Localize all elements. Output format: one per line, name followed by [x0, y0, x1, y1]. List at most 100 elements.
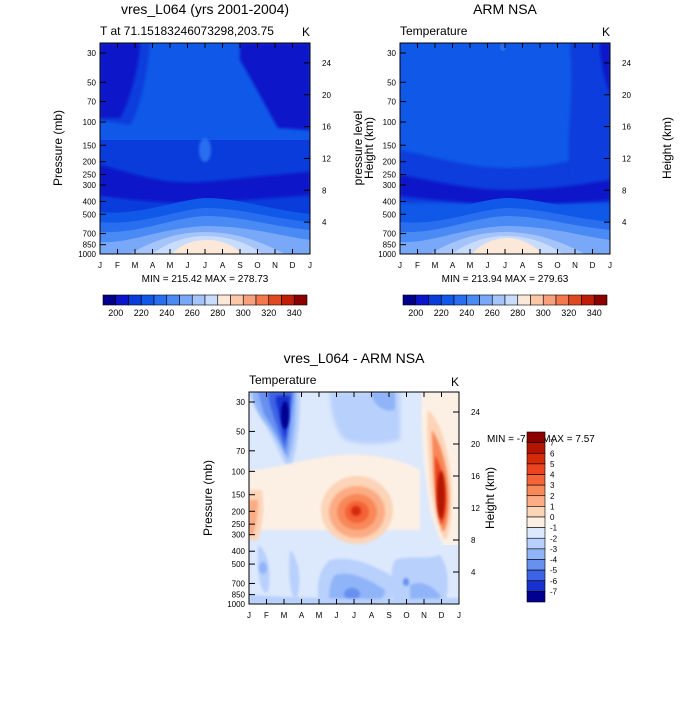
panel-obs-xtick-label: N — [572, 261, 578, 270]
panel-diff-left-label: Temperature — [249, 373, 317, 387]
panel-model-xtick-label: A — [220, 261, 226, 270]
panel-model-xtick-label: O — [254, 261, 260, 270]
panel-diff-colorbar-box — [526, 569, 546, 582]
panel-obs-ytick-label: 300 — [383, 181, 397, 190]
panel-model-colorbar-box — [140, 294, 155, 306]
panel-diff-ytick-label: 200 — [232, 507, 246, 516]
panel-model: vres_L064 (yrs 2001-2004) T at 71.151832… — [51, 1, 376, 318]
panel-diff-colorbar-box — [526, 484, 546, 497]
panel-diff-rtick-label: 8 — [471, 536, 476, 545]
panel-diff-rtick-label: 24 — [471, 408, 480, 417]
panel-obs-ytick-label: 400 — [383, 197, 397, 206]
panel-model-ytick-label: 700 — [83, 230, 97, 239]
panel-obs-colorbar-label: 320 — [561, 308, 576, 318]
panel-diff-colorbar-box — [526, 495, 546, 507]
panel-model-xtick-label: J — [186, 261, 190, 270]
panel-model-ytick-label: 300 — [83, 181, 97, 190]
panel-obs-colorbar-box — [593, 294, 608, 306]
panel-diff-ytick-label: 850 — [232, 591, 246, 600]
panel-model-colorbar-box — [191, 294, 206, 306]
panel-diff-colorbar-label: 2 — [550, 492, 555, 501]
panel-obs-xtick-label: J — [398, 261, 402, 270]
panel-diff-rtick-label: 4 — [471, 568, 476, 577]
panel-model-ylabel-left: Pressure (mb) — [51, 110, 65, 186]
panel-model-ytick-label: 30 — [87, 49, 96, 58]
panel-obs-colorbar-box — [415, 294, 429, 306]
panel-model-colorbar-label: 200 — [108, 308, 123, 318]
panel-obs-ytick-label: 100 — [383, 118, 397, 127]
panel-diff-colorbar-label: 7 — [550, 439, 555, 448]
panel-model-rtick-label: 8 — [322, 186, 327, 195]
panel-obs-ytick-label: 50 — [387, 78, 396, 87]
panel-model-colorbar-label: 240 — [159, 308, 174, 318]
panel-model-xtick-label: J — [98, 261, 102, 270]
panel-obs-colorbar-box — [542, 294, 557, 306]
panel-model-colorbar-box — [242, 294, 257, 306]
panel-obs-rtick-label: 24 — [622, 59, 631, 68]
panel-model-rtick-label: 4 — [322, 218, 327, 227]
panel-model-ytick-label: 500 — [83, 210, 97, 219]
panel-diff-ytick-label: 500 — [232, 560, 246, 569]
panel-obs-colorbar-box — [568, 294, 582, 306]
panel-diff-ytick-label: 250 — [232, 520, 246, 529]
panel-diff-xtick-label: J — [247, 611, 251, 620]
panel-diff-colorbar-label: 5 — [550, 460, 555, 469]
panel-diff-xtick-label: S — [386, 611, 391, 620]
panel-model-colorbar-box — [255, 294, 270, 306]
panel-diff-xtick-label: M — [281, 611, 288, 620]
panel-model-colorbar-box — [230, 294, 244, 306]
panel-model-colorbar-box — [293, 294, 308, 306]
panel-obs-colorbar-box — [517, 294, 531, 306]
panel-diff-xtick-label: F — [264, 611, 269, 620]
panel-diff-ylabel-left: Pressure (mb) — [201, 460, 215, 536]
panel-model-rtick-label: 16 — [322, 123, 331, 132]
panel-diff-ytick-label: 70 — [236, 447, 245, 456]
panel-diff-ytick-label: 100 — [232, 467, 246, 476]
panel-diff-xtick-label: O — [403, 611, 409, 620]
panel-diff-colorbar-box — [526, 527, 546, 539]
panel-diff-colorbar-label: -2 — [550, 534, 558, 543]
panel-diff-ytick-label: 700 — [232, 579, 246, 588]
panel-obs-xtick-label: D — [590, 261, 596, 270]
panel-diff-ytick-label: 400 — [232, 547, 246, 556]
panel-model-xtick-label: M — [167, 261, 174, 270]
panel-obs-ytick-label: 30 — [387, 49, 396, 58]
panel-model-xtick-label: D — [290, 261, 296, 270]
panel-diff-colorbar-label: 3 — [550, 481, 555, 490]
panel-obs-xtick-label: A — [450, 261, 456, 270]
panel-diff-colorbar-box — [526, 474, 546, 486]
panel-model-rtick-label: 12 — [322, 154, 331, 163]
panel-obs-colorbar-box — [428, 294, 442, 306]
panel-diff-colorbar-box — [526, 537, 546, 550]
panel-obs-ytick-label: 150 — [383, 141, 397, 150]
panel-diff-ytick-label: 50 — [236, 427, 245, 436]
panel-obs-ytick-label: 200 — [383, 158, 397, 167]
panel-diff-ytick-label: 1000 — [227, 600, 245, 609]
panel-diff-rtick-label: 20 — [471, 440, 480, 449]
panel-model-colorbar-box — [204, 294, 219, 306]
panel-diff-xtick-label: M — [316, 611, 323, 620]
panel-obs-field — [400, 43, 610, 254]
panel-model-left-label: T at 71.15183246073298,203.75 — [100, 24, 274, 38]
panel-obs-xtick-label: S — [537, 261, 542, 270]
panel-obs-colorbar-label: 300 — [536, 308, 551, 318]
panel-diff-xtick-label: D — [439, 611, 445, 620]
panel-model-colorbar-box — [217, 294, 231, 306]
panel-diff-colorbar-label: -3 — [550, 545, 558, 554]
panel-model-colorbar-label: 340 — [287, 308, 302, 318]
panel-diff-colorbar-label: -4 — [550, 556, 558, 565]
panel-obs-colorbar-box — [466, 294, 480, 306]
panel-obs-colorbar-box — [491, 294, 506, 306]
panel-diff-field — [249, 392, 459, 604]
panel-obs-colorbar-box — [479, 294, 493, 306]
panel-model-rtick-label: 20 — [322, 91, 331, 100]
panel-model-ylabel-right: Height (km) — [362, 117, 376, 179]
panel-diff-colorbar-label: 0 — [550, 513, 555, 522]
panel-model-colorbar-label: 320 — [261, 308, 276, 318]
panel-diff-colorbar-box — [526, 559, 546, 571]
panel-model-xtick-label: N — [272, 261, 278, 270]
panel-model-colorbar-box — [102, 294, 117, 306]
panel-obs-ylabel-left: pressure level — [351, 111, 365, 186]
